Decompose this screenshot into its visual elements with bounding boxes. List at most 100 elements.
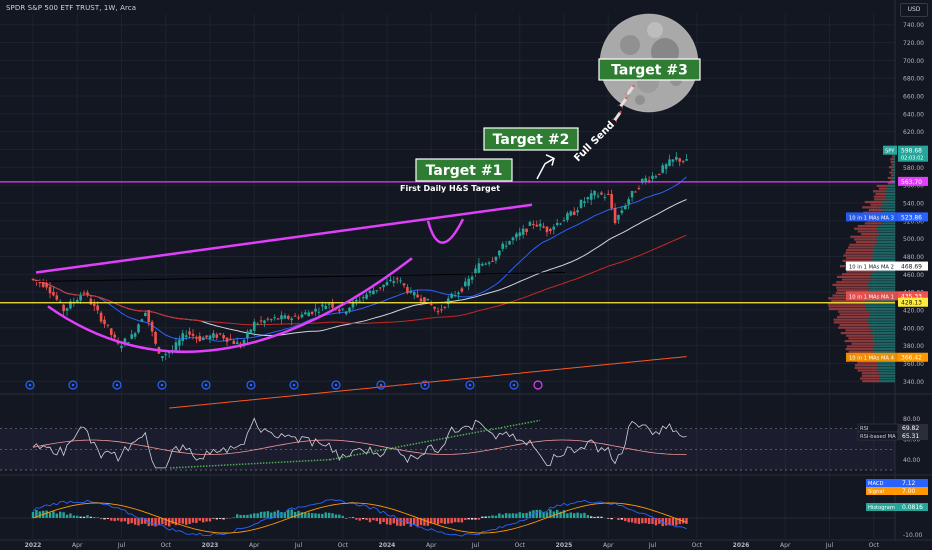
volume-profile-bar-down [875,192,887,196]
macd-histogram-bar [661,518,664,527]
volume-profile-bar-up [873,345,895,348]
candle-body [651,175,654,179]
macd-histogram-bar [467,518,470,520]
macd-histogram-bar [178,518,181,524]
price-tick-label: 500.00 [903,236,924,243]
volume-profile-bar-down [864,200,882,204]
macd-histogram-bar [443,518,447,525]
candle-body [35,280,38,282]
rocket-fin [621,105,624,110]
time-tick-label: Jul [648,542,657,549]
volume-profile-bar-down [848,350,875,353]
volume-profile-bar-down [840,331,871,335]
candle-body [358,300,362,302]
time-tick-label: Oct [161,542,172,549]
macd-histogram-bar [365,518,368,521]
volume-profile-bar-up [878,361,895,364]
dividend-event-icon [246,380,256,390]
volume-profile-bar-up [879,377,895,380]
volume-profile-bar-up [880,206,895,209]
time-tick-label: Apr [72,542,83,549]
candle-body [491,260,494,262]
price-tick-label: 740.00 [903,22,924,29]
volume-profile-bar-down [868,208,884,212]
candle-body [106,324,110,326]
macd-histogram-bar [620,518,624,520]
candle-body [321,304,324,307]
dividend-event-dot [71,383,75,387]
macd-histogram-bar [491,515,494,518]
dividend-event-icon [420,380,430,390]
macd-histogram-bar [137,518,140,526]
candle-body [45,282,48,288]
macd-histogram-bar [246,514,249,518]
volume-profile-bar-down [831,299,867,303]
candle-body [338,309,341,312]
volume-profile-bar-down [878,187,888,190]
volume-profile-bar-down [847,246,874,249]
currency-button[interactable]: USD [900,3,928,17]
candle-body [681,161,685,163]
macd-histogram-bar [259,511,263,518]
candle-body [566,213,569,221]
macd-histogram-bar [307,512,310,518]
macd-histogram-bar [409,518,413,527]
macd-histogram-bar [392,518,396,524]
volume-profile-bar-up [870,331,895,335]
volume-profile-bar-up [892,158,895,161]
volume-profile-bar-up [887,187,895,190]
volume-profile-bar-up [891,176,895,180]
time-tick-label: Apr [603,542,614,549]
candle-body [535,224,539,227]
macd-histogram-bar [283,512,287,518]
candle-body [259,320,263,322]
macd-histogram-bar [464,518,467,521]
macd-histogram-bar [191,518,195,523]
macd-histogram-bar [93,517,96,518]
candle-body [521,228,525,235]
macd-histogram-bar [685,518,688,524]
candle-body [654,176,658,178]
rsi-tag-value: 65.31 [902,433,919,440]
volume-profile-bar-up [874,235,895,238]
macd-tag-box [866,503,898,511]
candle-body [290,318,293,321]
handle-arc [426,218,465,244]
rsi-trendline [329,419,541,461]
macd-histogram-bar [630,518,634,523]
macd-line [32,499,687,537]
candle-body [150,321,154,332]
macd-histogram-bar [569,512,573,518]
candle-body [518,232,522,237]
macd-histogram-bar [535,509,538,518]
macd-histogram-bar [35,509,38,518]
price-tick-label: 680.00 [903,76,924,83]
macd-histogram-bar [641,518,644,524]
macd-histogram-bar [150,518,154,526]
chart-title: SPDR S&P 500 ETF TRUST, 1W, Arca [6,4,137,12]
target-1-box [415,158,513,182]
volume-profile-bar-up [880,372,895,375]
candle-body [269,319,273,321]
candle-body [579,199,583,208]
price-tick-label: 360.00 [903,361,924,368]
macd-tag-label: Signal [868,489,884,495]
macd-histogram-bar [498,513,501,518]
ma-tag-label: 10 in 1 MAs MA 4 [849,356,895,362]
macd-histogram-bar [212,518,215,519]
candle-body [355,299,358,302]
macd-histogram-bar [157,518,161,525]
macd-histogram-bar [174,518,178,526]
candle-body [572,211,576,215]
candle-body [429,303,433,306]
candle-body [167,352,171,354]
macd-histogram-bar [324,512,327,518]
candle-body [504,245,508,247]
macd-histogram-bar [416,518,419,527]
macd-histogram-bar [413,518,416,525]
dividend-event-dot [468,383,472,387]
macd-histogram-bar [617,518,620,520]
ma-1-line [32,234,687,326]
candle-body [555,222,559,225]
